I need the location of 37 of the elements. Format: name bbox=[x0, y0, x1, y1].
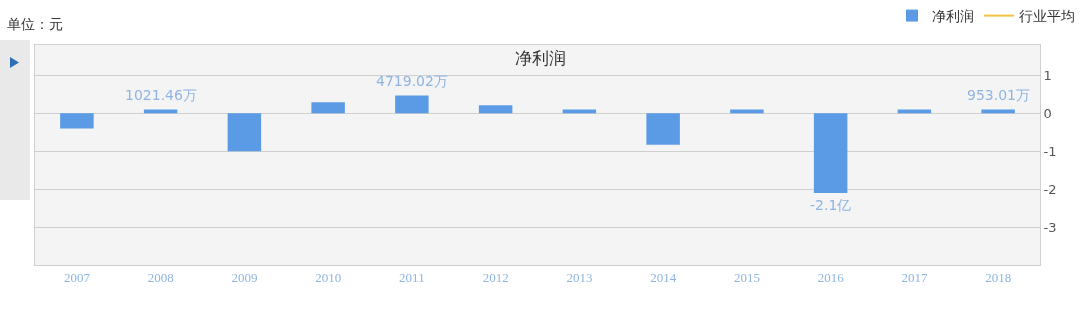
x-tick-label: 2012 bbox=[482, 269, 509, 285]
bar bbox=[311, 102, 345, 114]
x-tick-label: 2011 bbox=[399, 269, 425, 285]
x-tick-label: 2014 bbox=[650, 269, 677, 285]
bar bbox=[981, 109, 1015, 114]
x-tick-label: 2015 bbox=[733, 269, 760, 285]
bar bbox=[395, 95, 429, 114]
bar bbox=[562, 109, 597, 114]
bar bbox=[813, 113, 848, 193]
bar bbox=[646, 113, 680, 145]
annotation: -2.1亿 bbox=[810, 197, 852, 213]
x-tick-label: 2018 bbox=[985, 269, 1012, 285]
y-tick-label: 1 bbox=[1043, 67, 1052, 83]
y-tick-label: -1 bbox=[1043, 143, 1057, 159]
legend-label: 净利润 bbox=[932, 8, 974, 25]
chart-title: 净利润 bbox=[514, 47, 566, 68]
y-tick-label: -2 bbox=[1043, 181, 1057, 197]
annotation: 1021.46万 bbox=[125, 87, 197, 103]
text: 单位：元 bbox=[7, 16, 63, 32]
bar bbox=[60, 113, 94, 129]
bar bbox=[897, 109, 932, 114]
x-tick-label: 2017 bbox=[901, 269, 928, 285]
bar bbox=[143, 109, 178, 114]
x-tick-label: 2013 bbox=[566, 269, 593, 285]
x-tick-label: 2008 bbox=[147, 269, 174, 285]
annotation: 953.01万 bbox=[967, 87, 1030, 103]
bar bbox=[478, 105, 513, 114]
bar bbox=[730, 109, 764, 114]
x-tick-label: 2016 bbox=[817, 269, 845, 285]
x-tick-label: 2009 bbox=[231, 269, 258, 285]
y-tick-label: -3 bbox=[1043, 219, 1057, 235]
y-tick-label: 0 bbox=[1043, 105, 1052, 121]
x-tick-label: 2010 bbox=[315, 269, 342, 285]
legend-label: 行业平均 bbox=[1019, 8, 1075, 25]
x-tick-label: 2007 bbox=[63, 269, 91, 285]
annotation: 4719.02万 bbox=[376, 73, 448, 89]
bar bbox=[227, 113, 262, 152]
